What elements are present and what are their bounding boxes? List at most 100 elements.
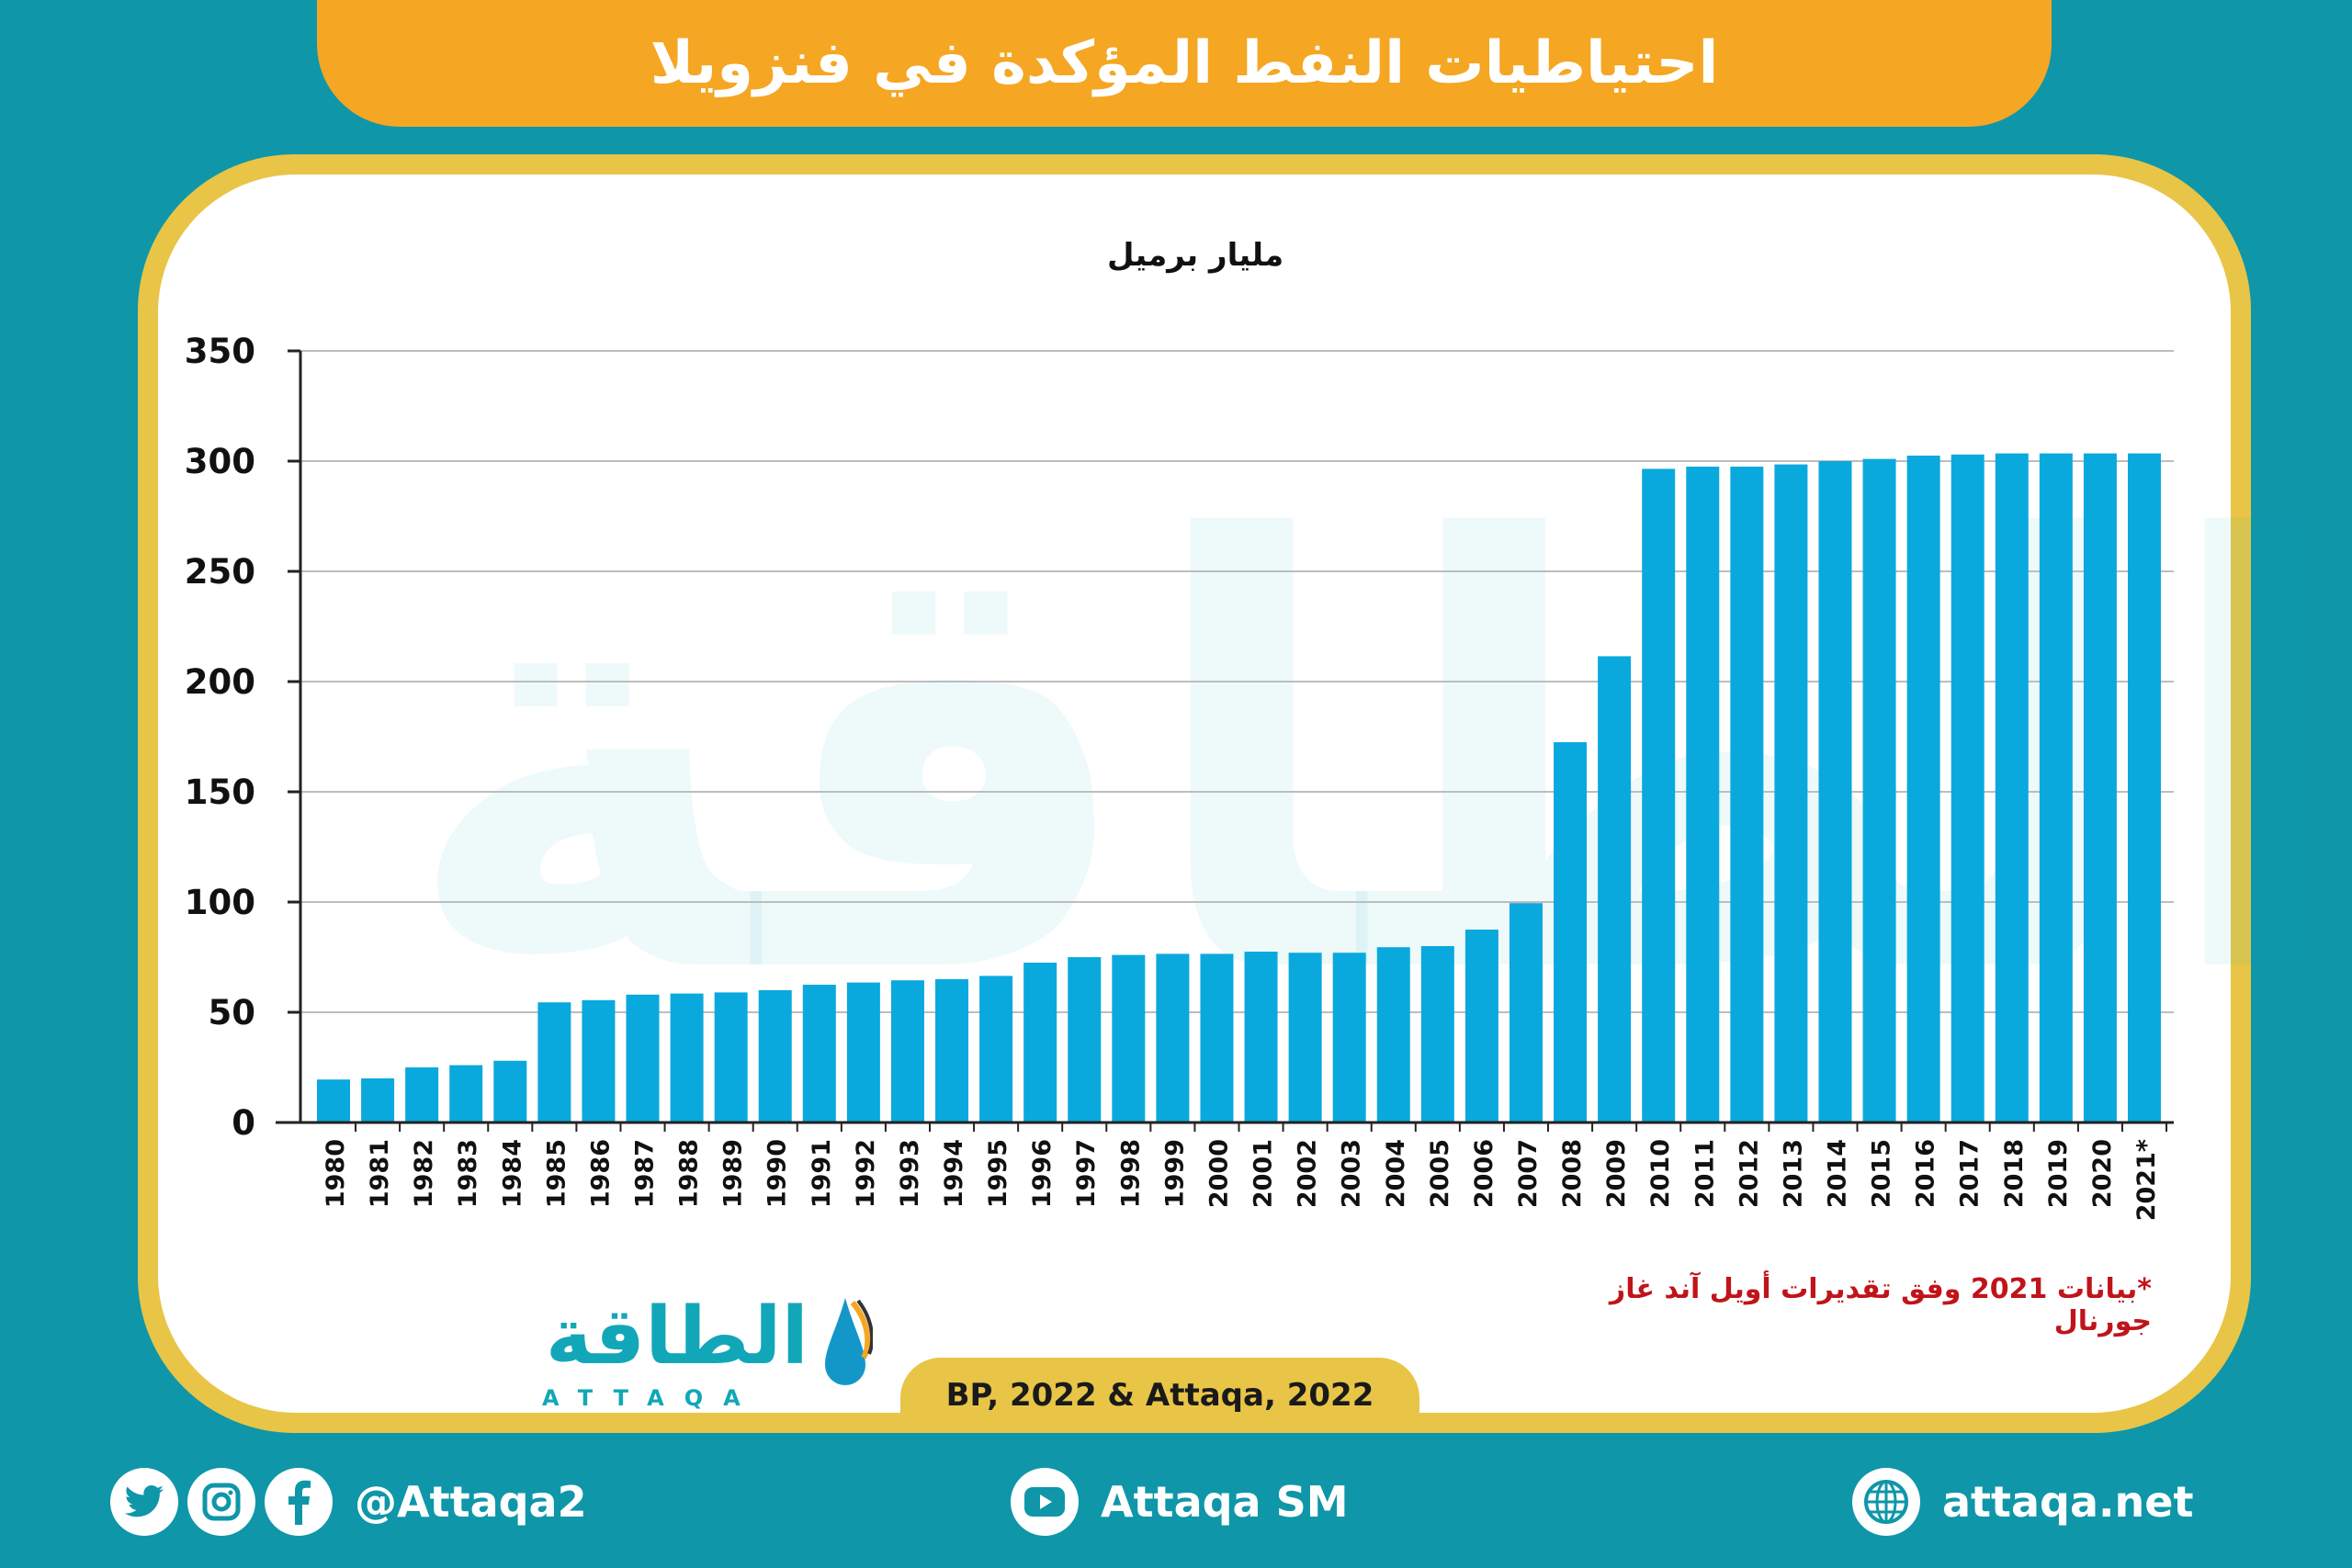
social-links: @Attaqa2 [110, 1468, 587, 1536]
x-tick-label: 2016 [1912, 1139, 1940, 1208]
drop-icon [825, 1298, 873, 1385]
x-tick-label: 1999 [1160, 1139, 1189, 1208]
bar-2010 [1642, 468, 1676, 1122]
x-tick-label: 2009 [1602, 1139, 1631, 1208]
bar-1990 [758, 990, 792, 1122]
y-tick-label: 200 [185, 662, 255, 702]
bar-2019 [2039, 453, 2073, 1123]
x-tick-label: 2012 [1735, 1139, 1763, 1208]
bar-2020 [2083, 453, 2117, 1123]
x-tick-label: 1980 [322, 1139, 350, 1208]
bar-1981 [361, 1078, 395, 1122]
y-tick-label: 250 [185, 552, 255, 592]
x-tick-label: 1981 [366, 1139, 394, 1208]
youtube-link[interactable]: Attaqa SM [1011, 1468, 1349, 1536]
bars-group [317, 453, 2161, 1123]
bar-1980 [317, 1079, 350, 1122]
x-tick-label: 1998 [1116, 1139, 1145, 1208]
x-tick-label: 1982 [410, 1139, 438, 1208]
x-tick-label: 2011 [1690, 1139, 1719, 1208]
x-tick-label: 2010 [1646, 1139, 1675, 1208]
bar-1999 [1156, 953, 1190, 1122]
facebook-icon[interactable] [265, 1468, 333, 1536]
x-tick-label: 1994 [940, 1139, 968, 1208]
bar-1988 [670, 993, 704, 1122]
y-tick-label: 100 [185, 883, 255, 922]
x-tick-label: 2003 [1338, 1139, 1366, 1208]
title-banner: احتياطيات النفط المؤكدة في فنزويلا [317, 0, 2052, 127]
footnote: *بيانات 2021 وفق تقديرات أويل آند غاز جو… [1609, 1273, 2152, 1337]
bar-2012 [1730, 467, 1764, 1122]
bar-1984 [493, 1060, 527, 1122]
bar-1983 [449, 1065, 483, 1122]
bar-2014 [1818, 461, 1852, 1122]
x-tick-label: 2006 [1470, 1139, 1498, 1208]
bar-1997 [1068, 957, 1102, 1122]
twitter-icon[interactable] [110, 1468, 178, 1536]
bar-1989 [714, 992, 748, 1122]
bar-1985 [537, 1002, 571, 1122]
x-tick-label: 2015 [1868, 1139, 1896, 1208]
bar-1994 [935, 979, 969, 1122]
grid-lines [300, 350, 2174, 1013]
bar-2021* [2128, 453, 2161, 1123]
x-tick-label: 1983 [454, 1139, 482, 1208]
social-handle[interactable]: @Attaqa2 [355, 1477, 587, 1527]
bar-2011 [1686, 467, 1720, 1122]
x-tick-label: 2017 [1956, 1139, 1984, 1208]
x-tick-label: 2021* [2132, 1139, 2161, 1221]
bar-2007 [1509, 903, 1543, 1122]
bar-2016 [1906, 456, 1940, 1122]
bar-2008 [1554, 742, 1588, 1122]
bar-2002 [1288, 953, 1322, 1122]
x-tick-label: 1996 [1028, 1139, 1057, 1208]
x-tick-label: 2005 [1426, 1139, 1454, 1208]
youtube-channel[interactable]: Attaqa SM [1101, 1477, 1349, 1527]
x-tick-label: 2000 [1204, 1139, 1233, 1208]
bar-1992 [846, 982, 880, 1122]
bar-2005 [1420, 946, 1454, 1122]
instagram-icon[interactable] [187, 1468, 255, 1536]
x-tick-label: 2018 [2000, 1139, 2029, 1208]
y-axis-ticks: 0 50 100 150 200 250 300 350 [185, 332, 300, 1143]
globe-icon[interactable] [1852, 1468, 1920, 1536]
bar-1986 [582, 999, 616, 1122]
x-tick-label: 1997 [1072, 1139, 1101, 1208]
bar-2013 [1774, 464, 1808, 1123]
x-tick-label: 1987 [631, 1139, 660, 1208]
x-tick-label: 2013 [1779, 1139, 1807, 1208]
youtube-icon[interactable] [1011, 1468, 1079, 1536]
bar-2006 [1464, 930, 1498, 1122]
bar-2015 [1862, 458, 1896, 1123]
bar-2018 [1995, 453, 2029, 1123]
unit-label: مليار برميل [1107, 237, 1284, 274]
x-tick-label: 1993 [896, 1139, 924, 1208]
x-tick-label: 1984 [498, 1139, 526, 1208]
x-tick-label: 2004 [1382, 1139, 1410, 1208]
website-url[interactable]: attaqa.net [1942, 1477, 2194, 1527]
logo-latin: ATTAQA [542, 1385, 761, 1411]
bar-2000 [1200, 953, 1234, 1122]
x-tick-label: 2001 [1250, 1139, 1278, 1208]
y-tick-label: 50 [209, 993, 256, 1032]
source-tab: BP, 2022 & Attaqa, 2022 [900, 1358, 1419, 1433]
source-text: BP, 2022 & Attaqa, 2022 [945, 1377, 1374, 1414]
x-axis-ticks: 1980 1981 1982 1983 1984 1985 1986 1987 1988 1989… [322, 1122, 2168, 1221]
bar-2003 [1332, 953, 1366, 1122]
x-tick-label: 1995 [984, 1139, 1012, 1208]
bar-1993 [890, 980, 924, 1122]
x-tick-label: 2014 [1823, 1139, 1851, 1208]
bar-1995 [979, 976, 1013, 1122]
bar-1996 [1023, 963, 1057, 1122]
x-tick-label: 2020 [2088, 1139, 2117, 1208]
x-tick-label: 2008 [1558, 1139, 1587, 1208]
website-link[interactable]: attaqa.net [1852, 1468, 2193, 1536]
x-tick-label: 2002 [1294, 1139, 1322, 1208]
bar-2009 [1598, 656, 1632, 1122]
footer: @Attaqa2 Attaqa SM attaqa.net [0, 1451, 2352, 1568]
x-tick-label: 1988 [675, 1139, 704, 1208]
y-tick-label: 0 [232, 1103, 255, 1143]
x-tick-label: 1990 [763, 1139, 792, 1208]
bar-2004 [1376, 947, 1410, 1122]
